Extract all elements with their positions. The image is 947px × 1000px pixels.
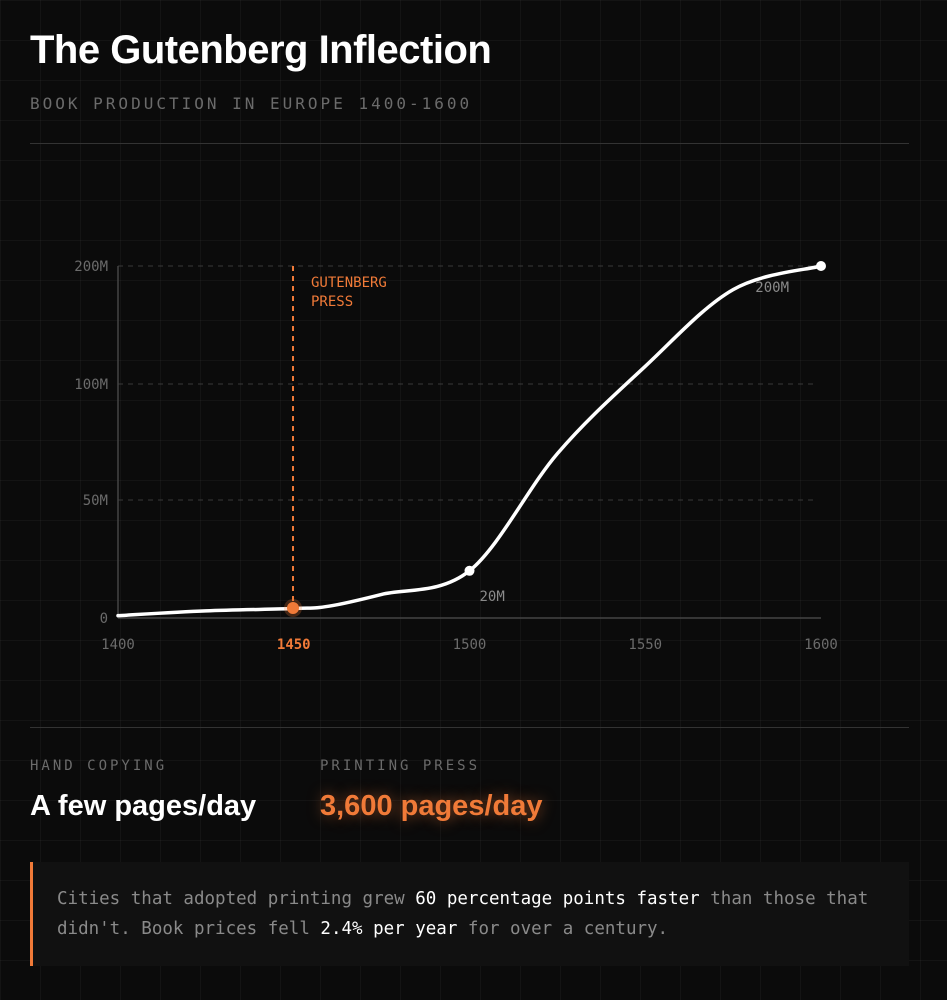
y-tick-50M: 50M (83, 493, 108, 509)
callout-text-1: Cities that adopted printing grew (57, 889, 416, 909)
callout-text-3: for over a century. (457, 919, 669, 939)
gutenberg-point (287, 602, 299, 614)
x-tick-labels: 1400 1450 1500 1550 1600 (101, 637, 838, 653)
gutenberg-label-line1: GUTENBERG (311, 275, 387, 291)
y-tick-200M: 200M (74, 259, 108, 275)
hand-copying-value: A few pages/day (30, 790, 257, 822)
x-tick-1400: 1400 (101, 637, 135, 653)
insight-callout: Cities that adopted printing grew 60 per… (30, 862, 909, 966)
callout-text-2: than those that didn't. Book prices fell (57, 889, 869, 939)
gutenberg-label-line2: PRESS (311, 294, 353, 310)
y-tick-0: 0 (100, 611, 108, 627)
page-title: The Gutenberg Inflection (30, 28, 492, 72)
chart-gridlines (118, 265, 815, 501)
data-point-20M (464, 565, 475, 576)
x-tick-1450: 1450 (277, 637, 311, 653)
data-label-20M: 20M (480, 589, 505, 605)
data-label-200M: 200M (755, 280, 789, 296)
callout-highlight-1: 60 percentage points faster (415, 889, 700, 909)
data-point-200M (816, 261, 826, 271)
y-tick-labels: 0 50M 100M 200M (74, 259, 108, 627)
hand-copying-label: HAND COPYING (30, 758, 168, 774)
line-chart: 0 50M 100M 200M 1400 1450 1500 1550 1600 GUTENB… (74, 259, 838, 653)
series-line-books (116, 264, 823, 618)
bottom-divider (30, 727, 909, 728)
x-tick-1550: 1550 (628, 637, 662, 653)
page-subtitle: BOOK PRODUCTION IN EUROPE 1400-1600 (30, 94, 473, 113)
y-tick-100M: 100M (74, 377, 108, 393)
x-tick-1600: 1600 (804, 637, 838, 653)
x-tick-1500: 1500 (453, 637, 487, 653)
callout-highlight-2: 2.4% per year (320, 919, 458, 939)
top-divider (30, 143, 909, 144)
data-points: 20M 200M (464, 261, 826, 605)
printing-press-value: 3,600 pages/day (320, 790, 543, 822)
printing-press-label: PRINTING PRESS (320, 758, 481, 774)
